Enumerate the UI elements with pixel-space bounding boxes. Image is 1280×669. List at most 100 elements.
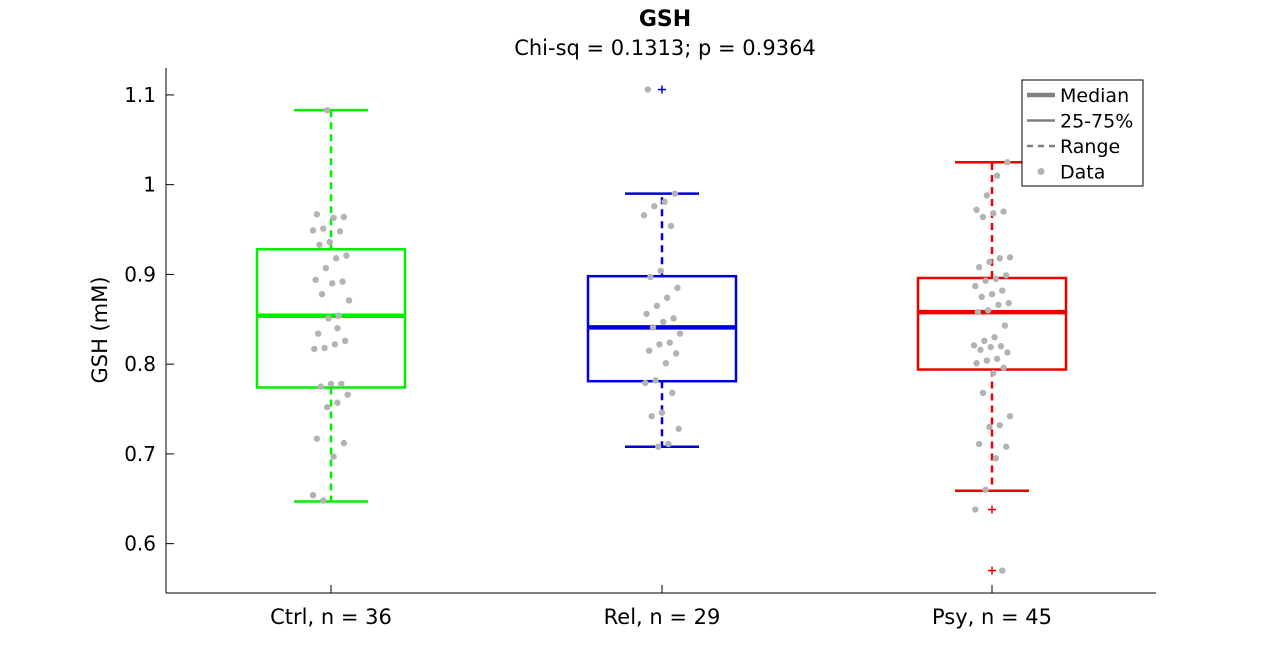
data-point bbox=[977, 346, 984, 353]
data-point bbox=[666, 339, 673, 346]
data-point bbox=[983, 357, 991, 364]
legend: Median 25-75% Range Data bbox=[1021, 79, 1144, 187]
data-point bbox=[640, 211, 648, 219]
y-tick-label: 1 bbox=[143, 173, 156, 197]
data-point bbox=[665, 440, 672, 448]
data-point bbox=[344, 391, 351, 398]
data-point bbox=[667, 222, 675, 230]
data-point bbox=[987, 343, 994, 351]
data-point bbox=[313, 435, 321, 442]
data-point bbox=[992, 275, 1000, 283]
data-point bbox=[995, 301, 1002, 309]
data-point bbox=[983, 192, 991, 199]
data-point bbox=[316, 241, 323, 248]
data-point bbox=[654, 443, 662, 450]
x-tick-label: Psy, n = 45 bbox=[932, 605, 1052, 629]
data-point bbox=[314, 330, 322, 337]
data-point bbox=[1000, 208, 1007, 215]
data-point bbox=[979, 389, 987, 397]
y-axis-label: GSH (mM) bbox=[88, 276, 112, 383]
y-tick-label: 0.8 bbox=[124, 352, 156, 376]
legend-label: Data bbox=[1060, 162, 1105, 184]
data-point bbox=[1004, 349, 1011, 356]
data-point bbox=[973, 360, 980, 367]
data-point bbox=[1002, 272, 1010, 279]
data-point bbox=[661, 198, 668, 205]
data-point bbox=[332, 255, 340, 262]
data-point bbox=[321, 344, 328, 352]
x-tick-label: Rel, n = 29 bbox=[604, 605, 721, 629]
data-point bbox=[1000, 364, 1007, 371]
data-point bbox=[1004, 159, 1011, 166]
data-point bbox=[334, 399, 341, 406]
data-point bbox=[652, 377, 659, 384]
data-point bbox=[978, 293, 985, 301]
data-point bbox=[672, 350, 680, 357]
data-point bbox=[312, 276, 319, 283]
y-tick-label: 0.6 bbox=[124, 532, 156, 556]
data-point bbox=[669, 389, 676, 397]
data-point bbox=[982, 486, 989, 493]
plot-axes: 0.6 0.7 0.8 0.9 1 1.1 Ctrl, n = 36 Rel, n = 29 P… bbox=[124, 68, 1156, 629]
data-point bbox=[972, 282, 979, 290]
data-point bbox=[1001, 322, 1009, 329]
data-point bbox=[973, 206, 980, 213]
data-point bbox=[345, 297, 353, 304]
data-point bbox=[975, 440, 983, 448]
data-points-layer bbox=[309, 86, 1014, 574]
legend-swatch-data bbox=[1037, 168, 1045, 175]
data-point bbox=[647, 273, 654, 281]
data-point bbox=[651, 203, 658, 210]
y-tick-label: 0.9 bbox=[124, 262, 156, 286]
data-point bbox=[986, 258, 993, 266]
data-point bbox=[996, 421, 1003, 429]
data-point bbox=[999, 567, 1006, 574]
data-point bbox=[658, 409, 666, 416]
data-point bbox=[644, 86, 652, 93]
data-point bbox=[979, 213, 987, 221]
data-point bbox=[988, 290, 996, 298]
data-point bbox=[327, 380, 335, 388]
data-point bbox=[675, 425, 682, 432]
data-point bbox=[326, 238, 333, 246]
iqr-box bbox=[255, 248, 407, 389]
data-point bbox=[309, 227, 317, 234]
data-point bbox=[984, 307, 992, 314]
data-point bbox=[336, 228, 344, 235]
data-point bbox=[1006, 413, 1014, 420]
data-point bbox=[660, 318, 667, 326]
data-point bbox=[323, 106, 331, 114]
y-tick-label: 1.1 bbox=[124, 83, 156, 107]
data-point bbox=[996, 255, 1003, 262]
data-point bbox=[643, 310, 650, 318]
data-point bbox=[663, 294, 671, 301]
data-point bbox=[649, 324, 657, 331]
data-point bbox=[656, 341, 663, 348]
data-point bbox=[642, 379, 649, 387]
data-point bbox=[317, 383, 324, 390]
data-point bbox=[1002, 443, 1010, 450]
data-point bbox=[993, 172, 1001, 179]
data-point bbox=[991, 334, 998, 341]
data-point bbox=[997, 343, 1005, 350]
data-point bbox=[323, 404, 331, 411]
chart-subtitle: Chi-sq = 0.1313; p = 0.9364 bbox=[514, 36, 816, 60]
data-point bbox=[990, 210, 997, 217]
legend-label: Median bbox=[1060, 85, 1129, 107]
data-point bbox=[993, 355, 1001, 362]
data-point bbox=[676, 330, 684, 337]
data-point bbox=[999, 287, 1006, 294]
data-point bbox=[340, 213, 348, 221]
data-point bbox=[657, 267, 664, 275]
data-point bbox=[982, 277, 989, 284]
data-point bbox=[320, 225, 327, 232]
data-point bbox=[311, 345, 318, 353]
data-point bbox=[334, 325, 341, 332]
data-point bbox=[313, 211, 321, 218]
data-point bbox=[1006, 254, 1014, 261]
data-point bbox=[653, 302, 661, 310]
data-point bbox=[972, 506, 979, 513]
data-point bbox=[331, 341, 339, 348]
data-point bbox=[970, 342, 978, 349]
data-point bbox=[340, 439, 348, 447]
